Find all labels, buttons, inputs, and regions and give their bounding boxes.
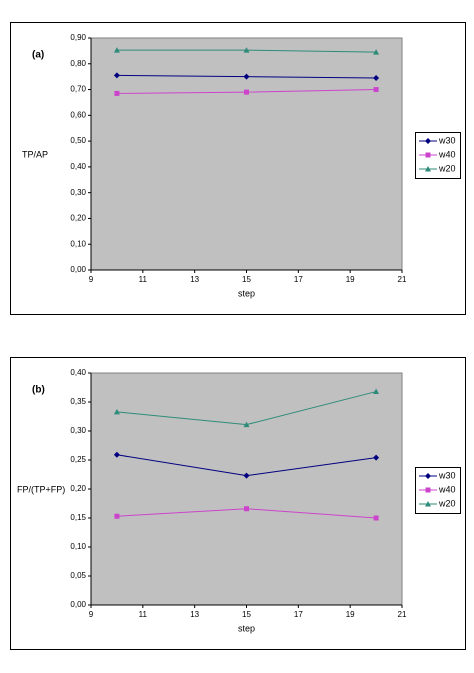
marker (373, 515, 379, 521)
y-tick-label: 0,60 (70, 110, 86, 119)
legend-label: w30 (438, 470, 456, 480)
y-tick-label: 0,80 (70, 59, 86, 68)
marker (243, 73, 250, 80)
marker (373, 74, 380, 81)
marker (113, 408, 120, 415)
marker (114, 513, 120, 519)
y-tick-label: 0,00 (70, 600, 86, 609)
marker (373, 49, 380, 55)
y-tick-label: 0,05 (70, 571, 86, 580)
x-tick-label: 21 (398, 610, 407, 619)
y-tick-label: 0,50 (70, 136, 86, 145)
x-tick-label: 15 (242, 610, 251, 619)
marker (373, 454, 380, 461)
x-tick-label: 19 (346, 610, 355, 619)
x-tick-label: 9 (89, 275, 94, 284)
x-tick-label: 17 (294, 610, 303, 619)
y-tick-label: 0,25 (70, 455, 86, 464)
chart-title: (b) (32, 385, 45, 396)
y-tick-label: 0,30 (70, 426, 86, 435)
legend-label: w20 (438, 498, 456, 508)
y-tick-label: 0,20 (70, 484, 86, 493)
y-tick-label: 0,35 (70, 397, 86, 406)
y-tick-label: 0,30 (70, 188, 86, 197)
marker (113, 72, 120, 79)
marker (243, 472, 250, 479)
chart-title: (a) (32, 50, 44, 61)
legend-marker (425, 473, 431, 479)
marker (113, 47, 120, 53)
marker (373, 388, 380, 395)
x-tick-label: 11 (139, 610, 148, 619)
x-tick-label: 13 (190, 275, 199, 284)
x-axis-label: step (238, 623, 255, 633)
y-tick-label: 0,90 (70, 33, 86, 42)
marker (243, 421, 250, 428)
plot-area (90, 37, 403, 271)
legend-label: w30 (438, 135, 456, 145)
x-tick-label: 11 (139, 275, 148, 284)
y-tick-label: 0,70 (70, 85, 86, 94)
y-tick-label: 0,40 (70, 368, 86, 377)
y-tick-label: 0,20 (70, 214, 86, 223)
y-axis-label: TP/AP (22, 149, 48, 159)
legend-label: w20 (438, 163, 456, 173)
y-tick-label: 0,00 (70, 265, 86, 274)
y-tick-label: 0,40 (70, 162, 86, 171)
x-tick-label: 15 (242, 275, 251, 284)
y-tick-label: 0,15 (70, 513, 86, 522)
marker (373, 87, 379, 93)
legend-marker (425, 152, 431, 158)
legend-marker (425, 166, 431, 172)
x-tick-label: 13 (190, 610, 199, 619)
marker (244, 506, 249, 512)
marker (113, 451, 120, 458)
legend-marker (425, 138, 431, 144)
y-axis-label: FP/(TP+FP) (17, 484, 65, 494)
x-tick-label: 21 (398, 275, 407, 284)
legend-label: w40 (438, 484, 456, 494)
legend-marker (425, 501, 431, 507)
x-tick-label: 19 (346, 275, 355, 284)
marker (244, 89, 249, 95)
plot-area (90, 372, 403, 606)
y-tick-label: 0,10 (70, 239, 86, 248)
x-axis-label: step (238, 288, 255, 298)
legend-label: w40 (438, 149, 456, 159)
marker (114, 90, 120, 96)
x-tick-label: 9 (89, 610, 94, 619)
x-tick-label: 17 (294, 275, 303, 284)
legend-marker (425, 487, 431, 493)
y-tick-label: 0,10 (70, 542, 86, 551)
marker (243, 47, 250, 53)
